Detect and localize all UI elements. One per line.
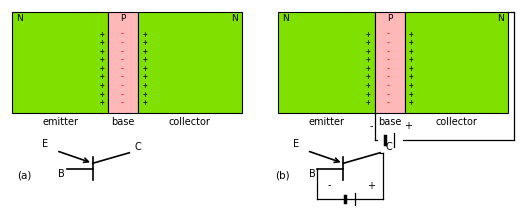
Text: +: + (100, 30, 104, 39)
Bar (12, 12, 108, 113)
Bar (138, 12, 242, 113)
Text: +: + (366, 55, 371, 64)
Text: -: - (385, 72, 391, 82)
Text: +: + (366, 90, 371, 99)
Text: +: + (142, 72, 147, 82)
Bar (405, 12, 508, 113)
Text: +: + (409, 30, 413, 39)
Bar (278, 12, 375, 113)
Text: -: - (385, 81, 391, 90)
Text: emitter: emitter (42, 117, 78, 127)
Text: collector: collector (435, 117, 477, 127)
Text: P: P (121, 14, 126, 23)
Text: C: C (385, 142, 392, 152)
Bar (375, 12, 405, 113)
Text: +: + (409, 55, 413, 64)
Text: C: C (134, 142, 141, 152)
Text: N: N (497, 14, 504, 23)
Text: +: + (366, 81, 371, 90)
Text: +: + (142, 98, 147, 107)
Text: +: + (142, 90, 147, 99)
Text: +: + (409, 98, 413, 107)
Text: -: - (119, 55, 124, 64)
Text: E: E (293, 138, 299, 148)
Text: -: - (119, 47, 124, 56)
Text: -: - (385, 47, 391, 56)
Text: -: - (119, 72, 124, 82)
Text: +: + (100, 72, 104, 82)
Text: +: + (100, 64, 104, 73)
Text: +: + (409, 81, 413, 90)
Text: (b): (b) (276, 170, 290, 180)
Text: +: + (142, 47, 147, 56)
Text: -: - (119, 38, 124, 47)
Text: -: - (119, 98, 124, 107)
Text: +: + (409, 90, 413, 99)
Text: +: + (100, 55, 104, 64)
Text: -: - (385, 30, 391, 39)
Text: -: - (385, 98, 391, 107)
Text: base: base (112, 117, 135, 127)
Text: -: - (119, 81, 124, 90)
Text: -: - (370, 121, 373, 131)
Text: base: base (378, 117, 401, 127)
Text: -: - (119, 90, 124, 99)
Text: -: - (385, 90, 391, 99)
Text: -: - (385, 38, 391, 47)
Text: collector: collector (169, 117, 211, 127)
Text: -: - (385, 55, 391, 64)
Text: N: N (16, 14, 23, 23)
Text: +: + (409, 38, 413, 47)
Text: N: N (230, 14, 237, 23)
Text: +: + (366, 72, 371, 82)
Text: B: B (309, 168, 316, 178)
Text: -: - (385, 64, 391, 73)
Text: +: + (142, 30, 147, 39)
Text: P: P (387, 14, 392, 23)
Text: +: + (366, 30, 371, 39)
Text: +: + (142, 55, 147, 64)
Text: -: - (119, 30, 124, 39)
Text: +: + (367, 181, 375, 191)
Text: +: + (100, 98, 104, 107)
Text: +: + (366, 64, 371, 73)
Text: +: + (366, 47, 371, 56)
Text: +: + (409, 47, 413, 56)
Text: N: N (282, 14, 289, 23)
Text: -: - (119, 64, 124, 73)
Text: +: + (100, 38, 104, 47)
Bar (108, 12, 138, 113)
Text: +: + (366, 38, 371, 47)
Text: -: - (327, 181, 331, 191)
Text: +: + (100, 81, 104, 90)
Text: +: + (409, 64, 413, 73)
Text: E: E (43, 138, 48, 148)
Text: (a): (a) (17, 170, 32, 180)
Text: +: + (142, 38, 147, 47)
Text: +: + (100, 47, 104, 56)
Text: +: + (366, 98, 371, 107)
Text: +: + (142, 64, 147, 73)
Text: +: + (404, 121, 412, 131)
Text: B: B (58, 168, 65, 178)
Text: +: + (142, 81, 147, 90)
Text: emitter: emitter (308, 117, 344, 127)
Text: +: + (100, 90, 104, 99)
Text: +: + (409, 72, 413, 82)
